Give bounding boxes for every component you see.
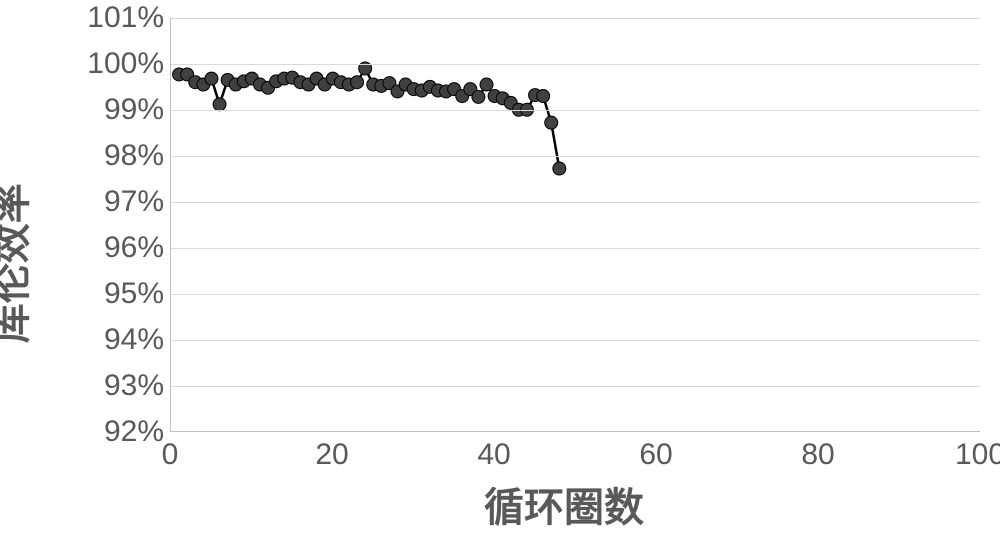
data-point (351, 76, 364, 89)
x-tick-label: 20 (315, 438, 348, 472)
data-point (553, 162, 566, 175)
x-tick-label: 0 (162, 438, 179, 472)
y-tick-label: 93% (104, 369, 164, 403)
x-tick-label: 60 (639, 438, 672, 472)
x-axis-title: 循环圈数 (484, 475, 644, 533)
gridline (171, 202, 980, 203)
y-tick-label: 98% (104, 139, 164, 173)
gridline (171, 110, 980, 111)
plot-area (170, 18, 980, 432)
y-tick-label: 95% (104, 277, 164, 311)
gridline (171, 248, 980, 249)
y-tick-label: 94% (104, 323, 164, 357)
data-point (480, 78, 493, 91)
y-axis-title: 库伦效率 (0, 183, 37, 343)
x-tick-label: 80 (801, 438, 834, 472)
y-tick-label: 92% (104, 415, 164, 449)
data-point (472, 90, 485, 103)
gridline (171, 386, 980, 387)
data-point (213, 98, 226, 111)
chart-container: 库伦效率 循环圈数 92% 93% 94% 95% 96% 97% 98% 99% 100% 10… (0, 0, 1000, 537)
y-tick-label: 100% (87, 47, 164, 81)
gridline (171, 156, 980, 157)
data-point (537, 90, 550, 103)
x-tick-label: 100 (955, 438, 1000, 472)
gridline (171, 340, 980, 341)
y-tick-label: 101% (87, 1, 164, 35)
data-point (205, 72, 218, 85)
gridline (171, 64, 980, 65)
y-tick-label: 99% (104, 93, 164, 127)
y-tick-label: 97% (104, 185, 164, 219)
data-series (171, 18, 980, 431)
gridline (171, 18, 980, 19)
data-point (545, 116, 558, 129)
y-tick-label: 96% (104, 231, 164, 265)
gridline (171, 294, 980, 295)
x-tick-label: 40 (477, 438, 510, 472)
